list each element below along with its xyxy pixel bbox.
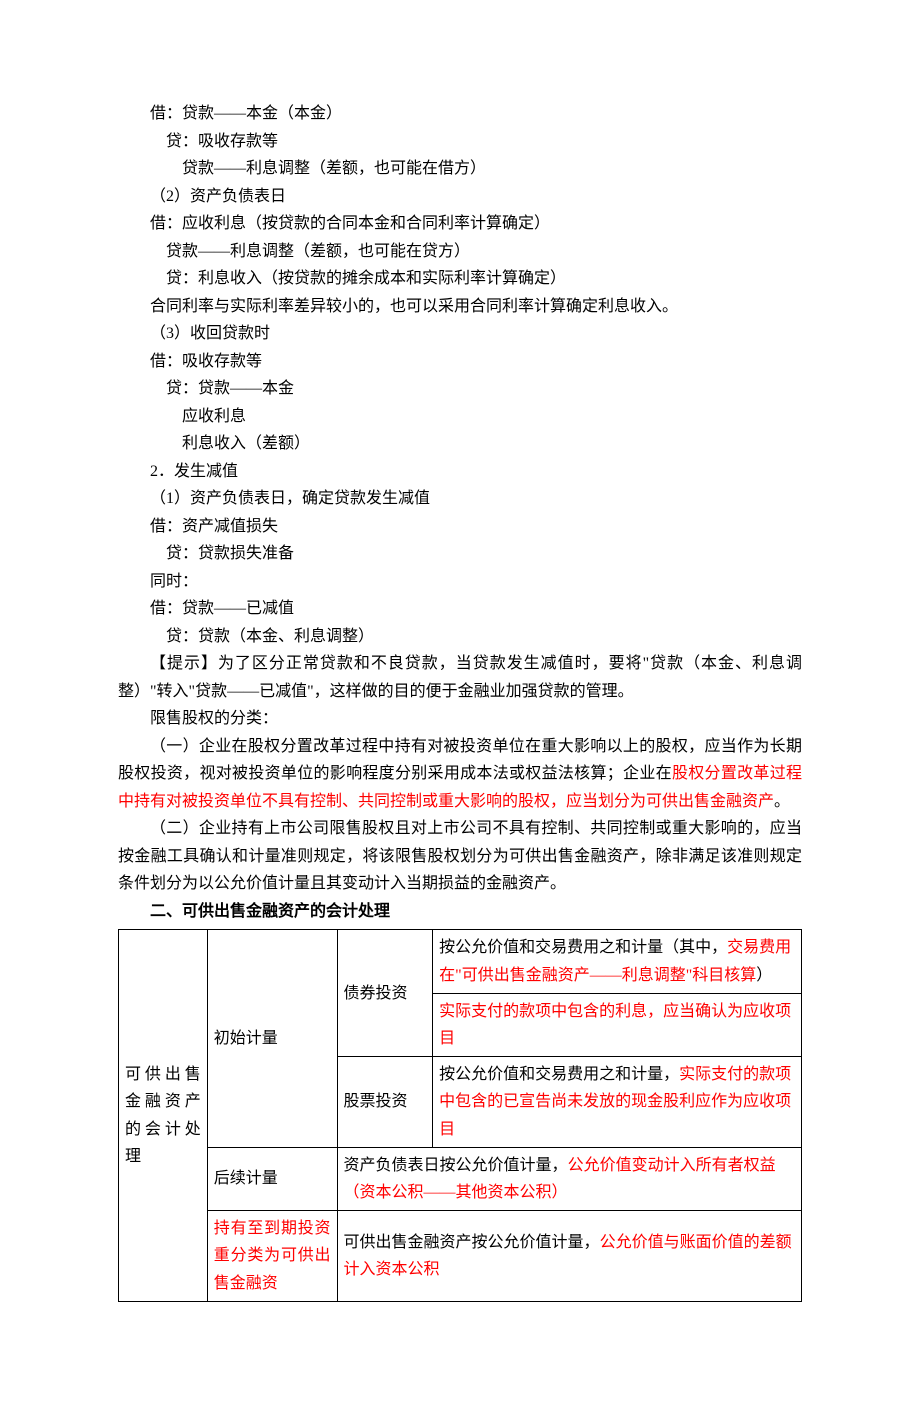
line: （1）资产负债表日，确定贷款发生减值: [118, 485, 802, 513]
line: 合同利率与实际利率差异较小的，也可以采用合同利率计算确定利息收入。: [118, 293, 802, 321]
cell-rowhead: 可供出售金融资产的会计处理: [119, 930, 208, 1301]
line: （3）收回贷款时: [118, 320, 802, 348]
table-row: 后续计量 资产负债表日按公允价值计量，公允价值变动计入所有者权益（资本公积——其…: [119, 1147, 802, 1210]
document-page: 借：贷款——本金（本金） 贷：吸收存款等 贷款——利息调整（差额，也可能在借方）…: [0, 0, 920, 1402]
line: 贷：贷款损失准备: [118, 540, 802, 568]
text: ）: [756, 967, 772, 984]
line: 借：贷款——本金（本金）: [118, 100, 802, 128]
cell: 可供出售金融资产按公允价值计量，公允价值与账面价值的差额计入资本公积: [337, 1211, 801, 1302]
cell: 债券投资: [337, 930, 433, 1057]
restrict-title: 限售股权的分类：: [118, 705, 802, 733]
table-container: 可供出售金融资产的会计处理 初始计量 债券投资 按公允价值和交易费用之和计量（其…: [118, 929, 802, 1301]
cell: 按公允价值和交易费用之和计量（其中，交易费用在"可供出售金融资产——利息调整"科…: [433, 930, 802, 993]
section-title-2: 二、可供出售金融资产的会计处理: [118, 898, 802, 926]
line: （2）资产负债表日: [118, 183, 802, 211]
line: 利息收入（差额）: [118, 430, 802, 458]
line: 贷：吸收存款等: [118, 128, 802, 156]
table-row: 可供出售金融资产的会计处理 初始计量 债券投资 按公允价值和交易费用之和计量（其…: [119, 930, 802, 993]
paragraph-1: （一）企业在股权分置改革过程中持有对被投资单位在重大影响以上的股权，应当作为长期…: [118, 733, 802, 816]
line: 贷款——利息调整（差额，也可能在借方）: [118, 155, 802, 183]
table-row: 持有至到期投资重分类为可供出售金融资 可供出售金融资产按公允价值计量，公允价值与…: [119, 1211, 802, 1302]
cell: 初始计量: [207, 930, 337, 1147]
line: 同时：: [118, 568, 802, 596]
afs-table: 可供出售金融资产的会计处理 初始计量 债券投资 按公允价值和交易费用之和计量（其…: [118, 929, 802, 1301]
cell: 后续计量: [207, 1147, 337, 1210]
text: 资产负债表日按公允价值计量，: [344, 1157, 568, 1174]
text: 按公允价值和交易费用之和计量，: [439, 1066, 679, 1083]
text: 按公允价值和交易费用之和计量（其中，: [439, 939, 727, 956]
cell: 按公允价值和交易费用之和计量，实际支付的款项中包含的已宣告尚未发放的现金股利应作…: [433, 1057, 802, 1148]
cell: 持有至到期投资重分类为可供出售金融资: [207, 1211, 337, 1302]
line: 借：应收利息（按贷款的合同本金和合同利率计算确定）: [118, 210, 802, 238]
line: 贷款——利息调整（差额，也可能在贷方）: [118, 238, 802, 266]
text: 。: [774, 793, 790, 810]
line: 2．发生减值: [118, 458, 802, 486]
line: 应收利息: [118, 403, 802, 431]
line: 贷：贷款（本金、利息调整）: [118, 623, 802, 651]
line: 贷：利息收入（按贷款的摊余成本和实际利率计算确定）: [118, 265, 802, 293]
line: 借：吸收存款等: [118, 348, 802, 376]
text: 可供出售金融资产按公允价值计量，: [344, 1234, 600, 1251]
line: 借：贷款——已减值: [118, 595, 802, 623]
cell: 资产负债表日按公允价值计量，公允价值变动计入所有者权益（资本公积——其他资本公积…: [337, 1147, 801, 1210]
cell: 股票投资: [337, 1057, 433, 1148]
tip-paragraph: 【提示】为了区分正常贷款和不良贷款，当贷款发生减值时，要将"贷款（本金、利息调整…: [118, 650, 802, 705]
cell: 实际支付的款项中包含的利息，应当确认为应收项目: [433, 993, 802, 1056]
line: 借：资产减值损失: [118, 513, 802, 541]
paragraph-2: （二）企业持有上市公司限售股权且对上市公司不具有控制、共同控制或重大影响的，应当…: [118, 815, 802, 898]
line: 贷：贷款——本金: [118, 375, 802, 403]
